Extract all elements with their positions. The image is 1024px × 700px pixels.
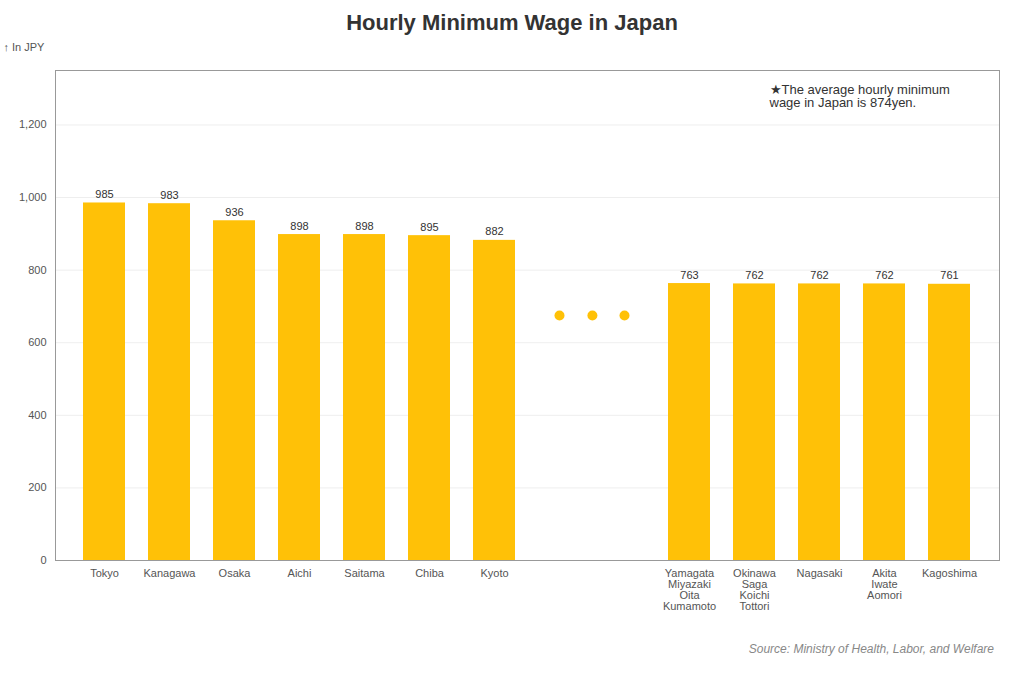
svg-text:Chiba: Chiba: [415, 567, 445, 579]
svg-text:898: 898: [355, 220, 373, 232]
svg-text:Kyoto: Kyoto: [480, 567, 508, 579]
svg-text:882: 882: [485, 225, 503, 237]
svg-text:983: 983: [160, 189, 178, 201]
svg-text:762: 762: [810, 269, 828, 281]
svg-text:↑ In JPY: ↑ In JPY: [4, 41, 46, 53]
svg-text:761: 761: [940, 269, 958, 281]
svg-text:800: 800: [28, 264, 46, 276]
svg-text:1,200: 1,200: [19, 118, 47, 130]
svg-text:200: 200: [28, 481, 46, 493]
svg-text:762: 762: [745, 269, 763, 281]
svg-text:762: 762: [875, 269, 893, 281]
svg-text:600: 600: [28, 336, 46, 348]
svg-text:763: 763: [680, 269, 698, 281]
svg-text:Kagoshima: Kagoshima: [922, 567, 978, 579]
svg-text:Osaka: Osaka: [219, 567, 252, 579]
svg-text:OkinawaSagaKoichiTottori: OkinawaSagaKoichiTottori: [733, 567, 777, 612]
svg-text:Kanagawa: Kanagawa: [144, 567, 197, 579]
svg-text:Nagasaki: Nagasaki: [797, 567, 843, 579]
svg-text:985: 985: [95, 188, 113, 200]
svg-text:0: 0: [40, 554, 46, 566]
svg-text:895: 895: [420, 221, 438, 233]
html-text:Source: Ministry of Health, La: Source: Ministry of Health, Labor, and W…: [748, 642, 994, 656]
svg-text:400: 400: [28, 409, 46, 421]
svg-text:898: 898: [290, 220, 308, 232]
svg-text:936: 936: [225, 206, 243, 218]
svg-text:Tokyo: Tokyo: [90, 567, 119, 579]
svg-text:Aichi: Aichi: [288, 567, 312, 579]
svg-text:1,000: 1,000: [19, 191, 47, 203]
svg-text:Saitama: Saitama: [344, 567, 385, 579]
svg-text:YamagataMiyazakiOitaKumamoto: YamagataMiyazakiOitaKumamoto: [663, 567, 716, 612]
html-text:Hourly Minimum Wage in Japan: Hourly Minimum Wage in Japan: [346, 10, 678, 35]
svg-text:★The average hourly minimumwag: ★The average hourly minimumwage in Japan…: [769, 82, 950, 110]
svg-text:AkitaIwateAomori: AkitaIwateAomori: [867, 567, 902, 601]
